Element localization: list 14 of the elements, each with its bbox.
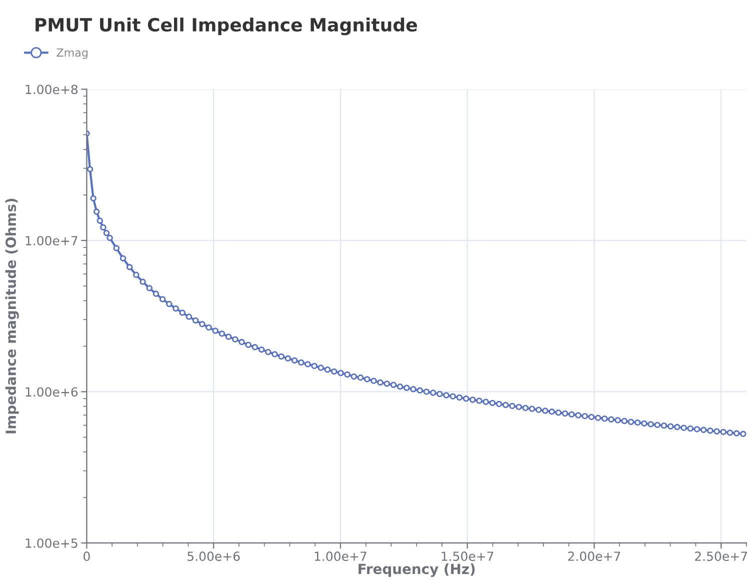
x-tick-label: 2.50e+7 [695,552,747,561]
y-tick-label: 1.00e+6 [26,387,78,397]
x-tick-label: 1.00e+7 [314,552,366,561]
x-axis-title: Frequency (Hz) [358,563,475,577]
x-tick-label: 5.00e+6 [188,552,240,561]
chart-title: PMUT Unit Cell Impedance Magnitude [36,18,417,36]
legend-label: Zmag [56,48,88,59]
x-tick-label: 1.50e+7 [442,552,494,561]
y-tick-label: 1.00e+5 [26,538,78,548]
x-tick-label: 0 [84,552,90,561]
x-tick-label: 2.00e+7 [568,552,620,561]
y-tick-label: 1.00e+7 [26,236,78,246]
y-tick-label: 1.00e+8 [26,84,78,94]
y-axis-title: Impedance magnitude (Ohms) [5,198,19,434]
